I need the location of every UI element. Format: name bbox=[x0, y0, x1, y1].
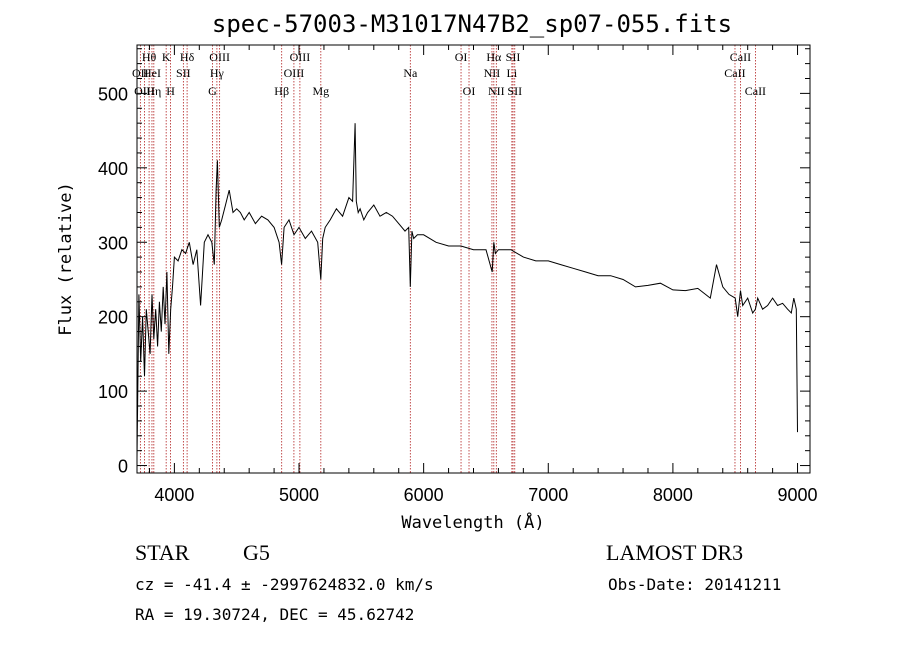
redshift-velocity: cz = -41.4 ± -2997624832.0 km/s bbox=[135, 575, 434, 594]
object-subclass: G5 bbox=[243, 540, 270, 565]
marker-label-21: NII bbox=[488, 84, 505, 98]
marker-label-13: OIII bbox=[284, 66, 305, 80]
y-tick-label-5: 500 bbox=[98, 84, 128, 104]
y-tick-label-1: 100 bbox=[98, 382, 128, 402]
plot-frame bbox=[136, 44, 811, 474]
marker-label-18: OI bbox=[463, 84, 476, 98]
marker-label-7: SII bbox=[176, 66, 191, 80]
marker-label-8: Hδ bbox=[180, 50, 195, 64]
y-tick-label-0: 0 bbox=[118, 457, 128, 477]
marker-label-3: HeI bbox=[143, 66, 161, 80]
marker-label-6: H bbox=[166, 84, 175, 98]
spectrum-line bbox=[136, 123, 798, 459]
marker-label-26: CaII bbox=[730, 50, 751, 64]
axis-ticks bbox=[137, 45, 810, 473]
marker-label-19: NII bbox=[484, 66, 501, 80]
object-class: STAR bbox=[135, 540, 190, 565]
y-tick-label-4: 400 bbox=[98, 159, 128, 179]
spectral-line-markers bbox=[139, 45, 756, 473]
x-axis-label: Wavelength (Å) bbox=[401, 511, 544, 533]
x-tick-label-0: 4000 bbox=[154, 485, 194, 505]
marker-label-27: CaII bbox=[745, 84, 766, 98]
survey-name: LAMOST DR3 bbox=[606, 540, 744, 565]
marker-label-10: Hγ bbox=[210, 66, 225, 80]
marker-label-22: Li bbox=[507, 66, 518, 80]
marker-label-25: CaII bbox=[724, 66, 745, 80]
marker-label-24: SII bbox=[507, 84, 522, 98]
y-axis-label: Flux (relative) bbox=[56, 182, 76, 336]
observation-date: Obs-Date: 20141211 bbox=[608, 575, 782, 594]
chart-title: spec-57003-M31017N47B2_sp07-055.fits bbox=[211, 10, 733, 38]
marker-label-2: OIII bbox=[134, 84, 155, 98]
marker-label-1: OII bbox=[132, 66, 149, 80]
marker-label-4: Hη bbox=[146, 84, 161, 98]
y-tick-label-2: 200 bbox=[98, 308, 128, 328]
marker-label-14: OIII bbox=[290, 50, 311, 64]
marker-label-9: OIII bbox=[209, 50, 230, 64]
marker-label-12: Hβ bbox=[274, 84, 289, 98]
x-tick-label-4: 8000 bbox=[653, 485, 693, 505]
y-tick-label-3: 300 bbox=[98, 233, 128, 253]
x-tick-label-5: 9000 bbox=[778, 485, 818, 505]
marker-label-23: SII bbox=[506, 50, 521, 64]
marker-label-0: Hθ bbox=[142, 50, 157, 64]
x-tick-label-3: 7000 bbox=[528, 485, 568, 505]
x-tick-label-2: 6000 bbox=[404, 485, 444, 505]
marker-label-15: Mg bbox=[312, 84, 329, 98]
marker-label-5: K bbox=[162, 50, 171, 64]
marker-label-20: Hα bbox=[486, 50, 502, 64]
marker-label-11: G bbox=[208, 84, 217, 98]
marker-label-17: OI bbox=[455, 50, 468, 64]
axis-tick-labels: 4000 5000 6000 7000 8000 9000 0 100 200 300 400 500 bbox=[98, 84, 818, 505]
marker-label-16: Na bbox=[403, 66, 418, 80]
x-tick-label-1: 5000 bbox=[279, 485, 319, 505]
sky-coordinates: RA = 19.30724, DEC = 45.62742 bbox=[135, 605, 415, 624]
